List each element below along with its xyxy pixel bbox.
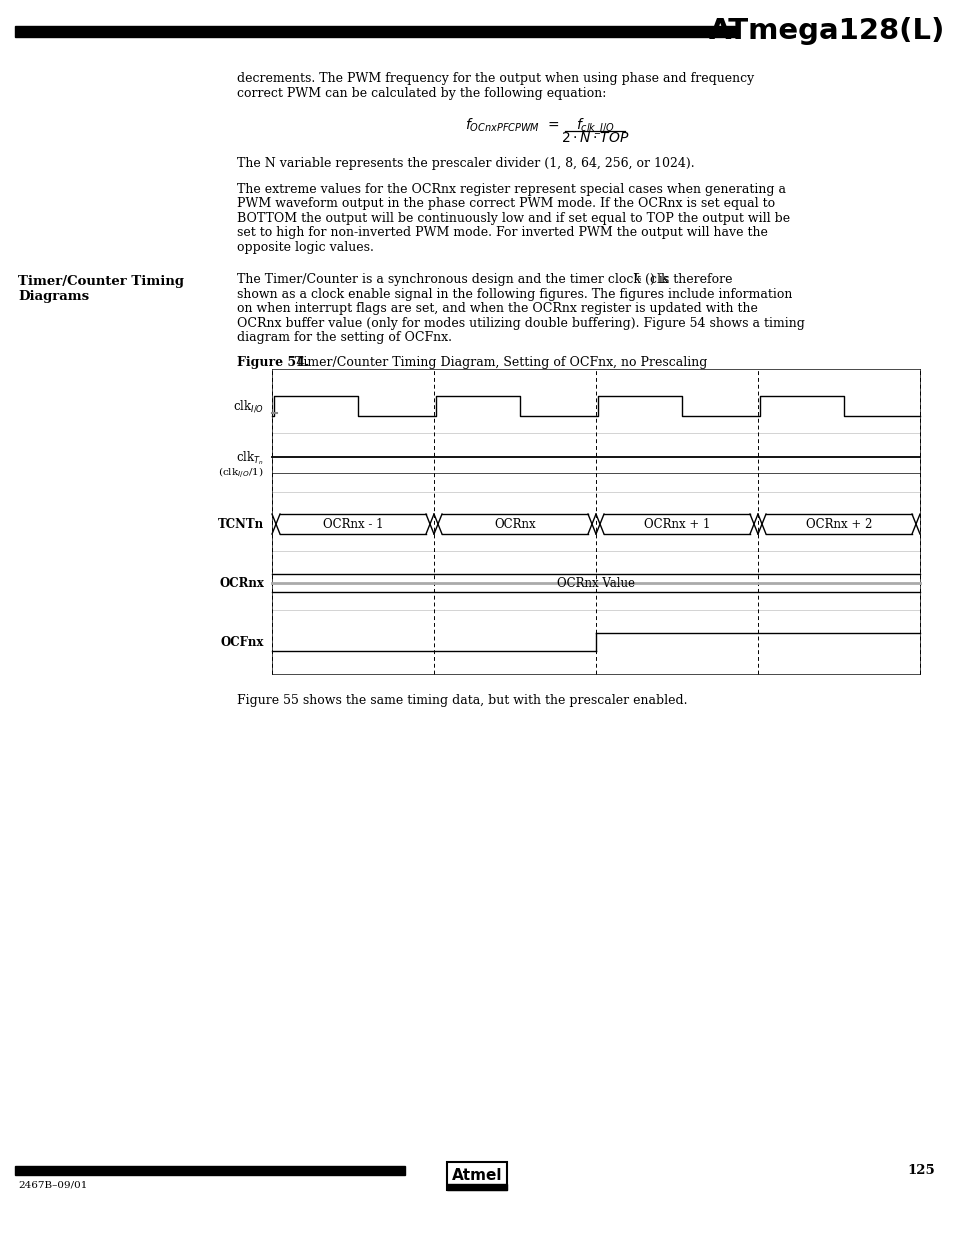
Text: The N variable represents the prescaler divider (1, 8, 64, 256, or 1024).: The N variable represents the prescaler … — [236, 157, 694, 169]
Text: OCRnx: OCRnx — [219, 577, 264, 589]
Text: diagram for the setting of OCFnx.: diagram for the setting of OCFnx. — [236, 331, 452, 345]
Text: PWM waveform output in the phase correct PWM mode. If the OCRnx is set equal to: PWM waveform output in the phase correct… — [236, 198, 774, 210]
Text: set to high for non-inverted PWM mode. For inverted PWM the output will have the: set to high for non-inverted PWM mode. F… — [236, 226, 767, 240]
Text: The Timer/Counter is a synchronous design and the timer clock (clk: The Timer/Counter is a synchronous desig… — [236, 273, 668, 287]
Text: $_{T_n}$: $_{T_n}$ — [633, 272, 642, 285]
Text: OCRnx + 2: OCRnx + 2 — [805, 517, 871, 531]
Text: Diagrams: Diagrams — [18, 290, 89, 303]
Text: OCRnx Value: OCRnx Value — [557, 577, 635, 589]
Text: clk$_{I/O}$: clk$_{I/O}$ — [233, 398, 264, 414]
Bar — [15, 26, 734, 37]
Text: clk$_{T_n}$: clk$_{T_n}$ — [236, 450, 264, 467]
Text: Timer/Counter Timing Diagram, Setting of OCFnx, no Prescaling: Timer/Counter Timing Diagram, Setting of… — [287, 356, 706, 368]
Bar — [15, 1166, 405, 1174]
Text: shown as a clock enable signal in the following figures. The figures include inf: shown as a clock enable signal in the fo… — [236, 288, 792, 300]
Text: $=$: $=$ — [544, 116, 559, 131]
Text: OCFnx: OCFnx — [220, 636, 264, 648]
Text: The extreme values for the OCRnx register represent special cases when generatin: The extreme values for the OCRnx registe… — [236, 183, 785, 195]
Text: OCRnx - 1: OCRnx - 1 — [322, 517, 383, 531]
Text: opposite logic values.: opposite logic values. — [236, 241, 374, 253]
Text: TCNTn: TCNTn — [217, 517, 264, 531]
Text: $f_{OCnxPFCPWM}$: $f_{OCnxPFCPWM}$ — [464, 116, 539, 133]
Text: 125: 125 — [906, 1163, 934, 1177]
Text: $f_{\mathit{clk\_I/O}}$: $f_{\mathit{clk\_I/O}}$ — [575, 116, 614, 137]
Text: Figure 54.: Figure 54. — [236, 356, 309, 368]
Text: correct PWM can be calculated by the following equation:: correct PWM can be calculated by the fol… — [236, 86, 606, 100]
FancyBboxPatch shape — [447, 1162, 506, 1191]
Text: Timer/Counter Timing: Timer/Counter Timing — [18, 275, 184, 288]
Text: 2467B–09/01: 2467B–09/01 — [18, 1181, 88, 1191]
Text: ATmega128(L): ATmega128(L) — [708, 17, 944, 44]
Text: BOTTOM the output will be continuously low and if set equal to TOP the output wi: BOTTOM the output will be continuously l… — [236, 211, 789, 225]
Text: OCRnx + 1: OCRnx + 1 — [643, 517, 709, 531]
Text: decrements. The PWM frequency for the output when using phase and frequency: decrements. The PWM frequency for the ou… — [236, 72, 754, 85]
Text: Atmel: Atmel — [452, 1168, 501, 1183]
Text: OCRnx: OCRnx — [494, 517, 536, 531]
Text: on when interrupt flags are set, and when the OCRnx register is updated with the: on when interrupt flags are set, and whe… — [236, 303, 757, 315]
Text: (clk$_{I/O}$/1): (clk$_{I/O}$/1) — [218, 466, 264, 480]
Text: ) is therefore: ) is therefore — [649, 273, 732, 287]
Text: Figure 55 shows the same timing data, but with the prescaler enabled.: Figure 55 shows the same timing data, bu… — [236, 694, 687, 706]
Text: OCRnx buffer value (only for modes utilizing double buffering). Figure 54 shows : OCRnx buffer value (only for modes utili… — [236, 316, 804, 330]
Bar — [447, 1184, 506, 1191]
Text: $2 \cdot N \cdot TOP$: $2 \cdot N \cdot TOP$ — [560, 131, 629, 146]
